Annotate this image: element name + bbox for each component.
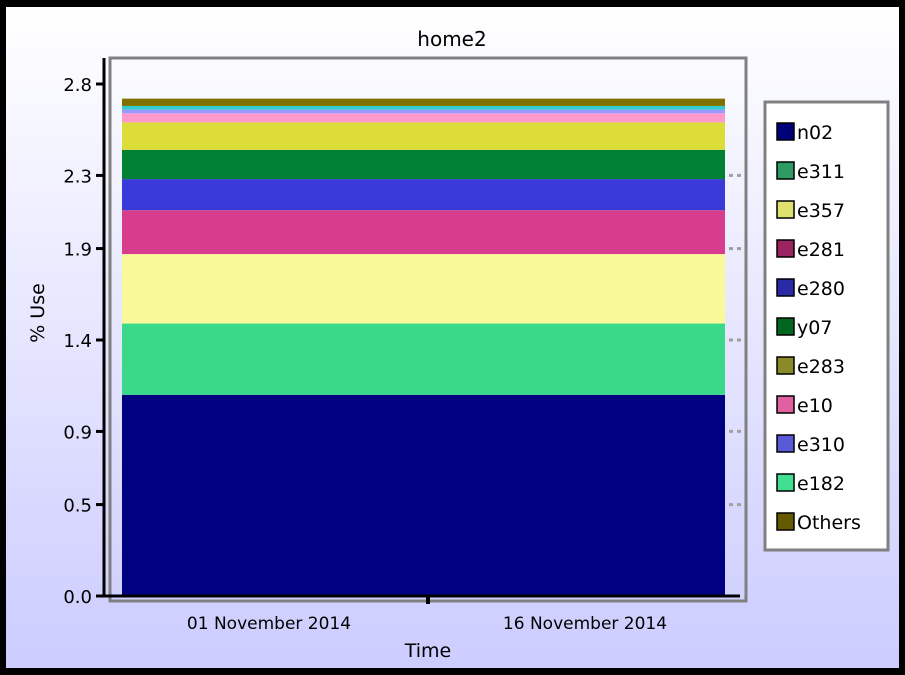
area-series-n02 — [122, 394, 725, 596]
legend: n02 e311 e357 e281 e280 y07 e283 e10 e310 e182 Oth… — [763, 100, 890, 552]
legend-swatch — [776, 200, 795, 219]
y-axis-label: % Use — [27, 283, 49, 343]
legend-item-e283: e283 — [776, 356, 845, 378]
y-tick-label: 0.9 — [63, 422, 92, 443]
x-axis-label: Time — [404, 640, 452, 662]
y-tick-label: 0.5 — [63, 496, 92, 517]
area-series-e310 — [122, 109, 725, 114]
legend-label: e281 — [797, 239, 845, 261]
legend-label: n02 — [797, 122, 833, 144]
legend-items: n02 e311 e357 e281 e280 y07 e283 e10 e310 e182 Oth… — [776, 122, 861, 534]
x-tick-label: 01 November 2014 — [187, 614, 351, 634]
area-series-e182 — [122, 105, 725, 110]
legend-label: e10 — [797, 395, 833, 417]
legend-label: e357 — [797, 200, 845, 222]
legend-swatch — [776, 122, 795, 141]
area-series-e281 — [122, 210, 725, 255]
legend-swatch — [776, 434, 795, 453]
legend-swatch — [776, 473, 795, 492]
legend-item-e311: e311 — [776, 161, 845, 183]
legend-swatch — [776, 239, 795, 258]
legend-label: e182 — [797, 473, 845, 495]
legend-label: e280 — [797, 278, 845, 300]
legend-item-e357: e357 — [776, 200, 845, 222]
area-layers — [122, 98, 725, 596]
legend-item-y07: y07 — [776, 317, 832, 339]
legend-label: e310 — [797, 434, 845, 456]
legend-item-e10: e10 — [776, 395, 833, 417]
legend-label: Others — [797, 512, 861, 534]
x-tick-label: 16 November 2014 — [503, 614, 667, 634]
legend-item-others: Others — [776, 512, 861, 534]
chart-title: home2 — [417, 27, 486, 51]
area-series-e283 — [122, 122, 725, 150]
y-tick-label: 2.8 — [63, 75, 92, 96]
x-axis-ticks: 01 November 2014 16 November 2014 — [187, 614, 667, 634]
area-series-e357 — [122, 254, 725, 324]
area-series-others — [122, 98, 725, 106]
y-tick-label: 2.3 — [63, 166, 92, 187]
legend-item-e310: e310 — [776, 434, 845, 456]
legend-swatch — [776, 278, 795, 297]
legend-swatch — [776, 395, 795, 414]
area-series-e311 — [122, 323, 725, 395]
legend-swatch — [776, 512, 795, 531]
legend-item-e280: e280 — [776, 278, 845, 300]
y-tick-label: 1.4 — [63, 331, 92, 352]
area-series-e10 — [122, 113, 725, 123]
legend-swatch — [776, 317, 795, 336]
legend-label: e283 — [797, 356, 845, 378]
legend-label: e311 — [797, 161, 845, 183]
legend-label: y07 — [797, 317, 832, 339]
legend-item-e281: e281 — [776, 239, 845, 261]
area-series-y07 — [122, 149, 725, 180]
y-axis-ticks: 0.0 0.5 0.9 1.4 1.9 2.3 2.8 — [63, 75, 104, 608]
y-tick-label: 1.9 — [63, 240, 92, 261]
legend-item-e182: e182 — [776, 473, 845, 495]
area-series-e280 — [122, 179, 725, 211]
legend-item-n02: n02 — [776, 122, 833, 144]
legend-swatch — [776, 356, 795, 375]
legend-swatch — [776, 161, 795, 180]
right-axis-ticks — [729, 173, 742, 507]
y-tick-label: 0.0 — [63, 587, 92, 608]
